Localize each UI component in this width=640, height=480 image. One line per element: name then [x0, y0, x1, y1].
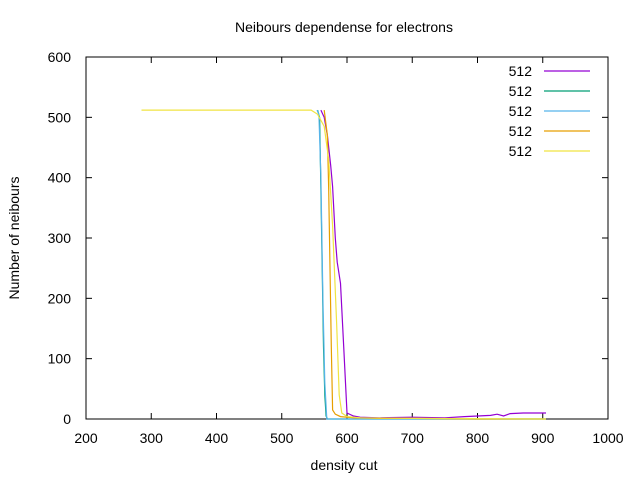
- y-tick-label: 300: [48, 230, 72, 246]
- y-tick-label: 200: [48, 290, 72, 306]
- y-tick-label: 100: [48, 351, 72, 367]
- chart-title: Neibours dependense for electrons: [235, 19, 453, 35]
- legend-label-5: 512: [509, 143, 533, 159]
- x-axis: 200 300 400 500 600 700 800 900 1000: [74, 57, 624, 446]
- legend-label-2: 512: [509, 83, 533, 99]
- x-tick-label: 300: [140, 430, 164, 446]
- y-axis: 0 100 200 300 400 500 600: [48, 49, 608, 427]
- y-tick-label: 500: [48, 109, 72, 125]
- x-tick-label: 500: [270, 430, 294, 446]
- x-tick-label: 600: [335, 430, 359, 446]
- x-tick-label: 700: [401, 430, 425, 446]
- x-tick-label: 900: [531, 430, 555, 446]
- legend: 512 512 512 512 512: [509, 63, 590, 159]
- y-axis-label: Number of neibours: [6, 177, 22, 300]
- y-tick-label: 0: [63, 411, 71, 427]
- series-line-5: [141, 109, 547, 420]
- x-tick-label: 800: [466, 430, 490, 446]
- x-tick-label: 200: [74, 430, 98, 446]
- y-tick-label: 600: [48, 49, 72, 65]
- series-layer: [141, 109, 547, 420]
- legend-label-3: 512: [509, 103, 533, 119]
- x-axis-label: density cut: [311, 457, 378, 473]
- y-tick-label: 400: [48, 170, 72, 186]
- legend-label-1: 512: [509, 63, 533, 79]
- x-tick-label: 400: [205, 430, 229, 446]
- x-tick-label: 1000: [592, 430, 623, 446]
- legend-label-4: 512: [509, 123, 533, 139]
